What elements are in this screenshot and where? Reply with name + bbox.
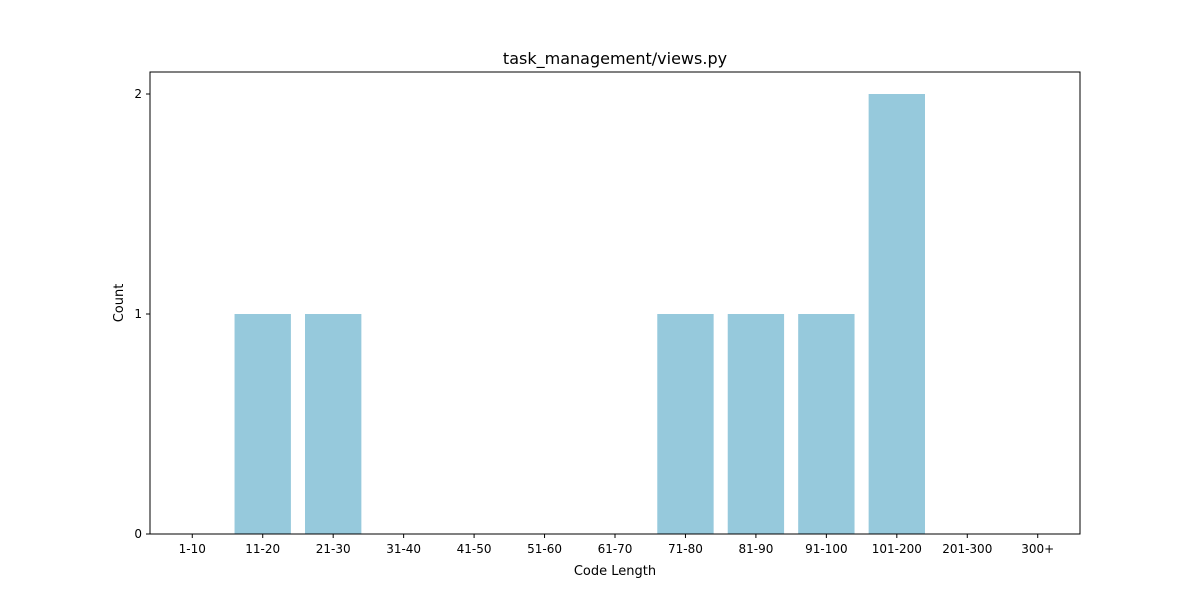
x-tick-label: 81-90 (738, 542, 773, 556)
bar-81-90 (727, 314, 785, 534)
x-tick-label: 201-300 (942, 542, 992, 556)
x-tick-label: 11-20 (245, 542, 280, 556)
y-axis-ticks: 0 1 2 (134, 87, 150, 541)
bar-91-100 (798, 314, 855, 534)
bars-group (234, 94, 925, 534)
chart-title: task_management/views.py (503, 49, 727, 69)
bar-71-80 (657, 314, 714, 534)
x-tick-label: 41-50 (457, 542, 492, 556)
x-tick-label: 21-30 (316, 542, 351, 556)
x-axis-ticks: 1-10 11-20 21-30 31-40 41-50 51-60 61-70 71-80 8… (179, 534, 1054, 556)
x-tick-label: 300+ (1021, 542, 1054, 556)
x-tick-label: 91-100 (805, 542, 848, 556)
bar-11-20 (234, 314, 291, 534)
x-tick-label: 61-70 (598, 542, 633, 556)
x-tick-label: 31-40 (386, 542, 421, 556)
x-tick-label: 1-10 (179, 542, 206, 556)
y-tick-label: 0 (134, 527, 142, 541)
x-axis-label: Code Length (574, 564, 656, 579)
y-axis-label: Count (112, 284, 127, 323)
bar-21-30 (305, 314, 362, 534)
x-tick-label: 71-80 (668, 542, 703, 556)
y-tick-label: 2 (134, 87, 142, 101)
x-tick-label: 51-60 (527, 542, 562, 556)
x-tick-label: 101-200 (872, 542, 922, 556)
y-tick-label: 1 (134, 307, 142, 321)
bar-101-200 (868, 94, 925, 534)
